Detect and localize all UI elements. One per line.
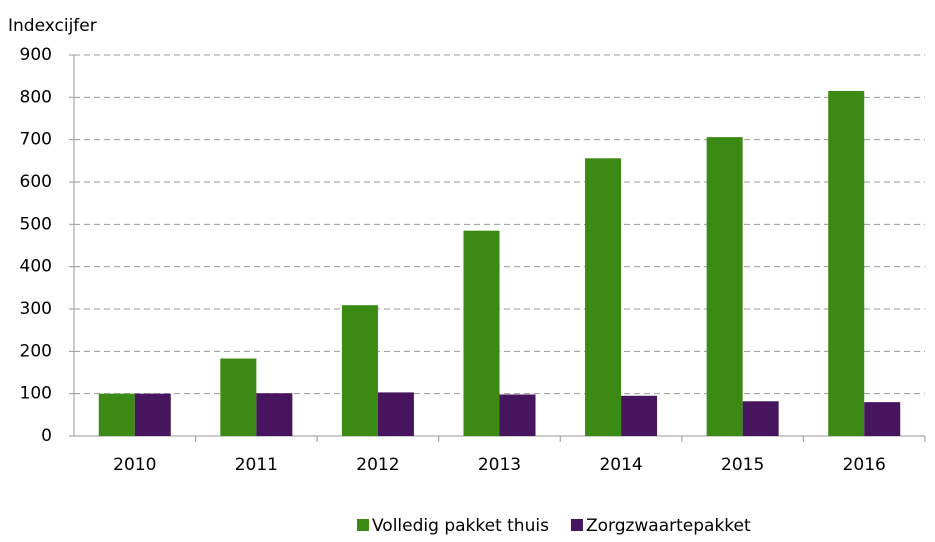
y-tick-label: 0 [41,426,52,446]
y-tick-label: 300 [20,299,52,319]
bar [742,401,779,436]
x-tick-label: 2013 [478,455,521,475]
bar [341,305,378,436]
bar [463,230,500,436]
bar [377,392,414,436]
bar [220,358,257,436]
legend-swatch [357,519,369,531]
y-tick-label: 500 [20,214,52,234]
x-tick-label: 2011 [235,455,278,475]
y-tick-label: 100 [20,384,52,404]
y-tick-label: 700 [20,130,52,150]
y-tick-label: 800 [20,87,52,107]
bar [706,137,743,437]
bar [499,394,536,436]
legend-label: Volledig pakket thuis [372,516,549,536]
y-tick-label: 200 [20,341,52,361]
x-tick-label: 2015 [721,455,764,475]
bar [134,393,171,436]
y-tick-label: 900 [20,45,52,65]
bar [98,393,135,436]
bar [864,402,901,436]
y-tick-label: 600 [20,172,52,192]
x-tick-label: 2014 [599,455,642,475]
bar [585,158,622,436]
y-axis-title: Indexcijfer [8,16,97,36]
y-tick-label: 400 [20,257,52,277]
legend-label: Zorgzwaartepakket [586,516,751,536]
x-tick-label: 2010 [113,455,156,475]
x-tick-label: 2016 [843,455,886,475]
bar [256,393,293,436]
bar [621,395,658,436]
bar [828,90,865,436]
legend-swatch [570,519,583,531]
x-tick-label: 2012 [356,455,399,475]
